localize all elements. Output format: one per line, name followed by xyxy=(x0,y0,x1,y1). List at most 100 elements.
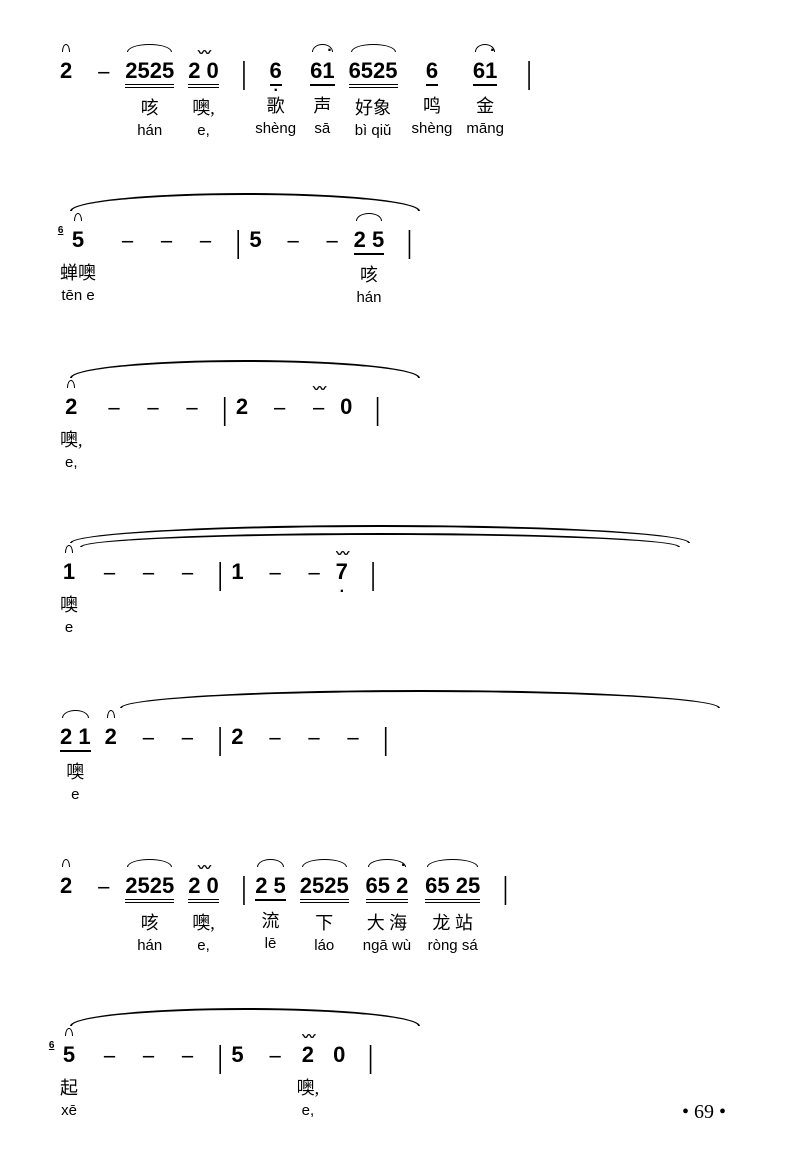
note-group: 2噢,e, xyxy=(60,380,83,471)
note-group: 2 5流lē xyxy=(255,859,286,952)
score-line: 2–2525咳hán2 0〰噢,e,|6·歌shèng61·声sā6525好象b… xyxy=(60,40,736,139)
barline: | xyxy=(209,1028,231,1075)
trill-mark: 〰 xyxy=(336,543,347,562)
lyric-text: 咳 xyxy=(141,909,159,935)
pinyin-text: sā xyxy=(314,120,330,137)
notes: 2525 xyxy=(125,859,174,903)
pinyin-text: e xyxy=(71,786,79,803)
lyric-text: 大 海 xyxy=(367,909,408,935)
barline: | xyxy=(518,44,540,91)
notation-row: 2–2525咳hán2 0〰噢,e,|6·歌shèng61·声sā6525好象b… xyxy=(60,44,736,139)
note-group: 2525 咳 hán xyxy=(125,859,174,954)
page-number: • 69 • xyxy=(682,1101,726,1124)
pinyin-text: e xyxy=(65,619,73,636)
slur-mark xyxy=(65,545,73,553)
rest-dash: – xyxy=(258,545,293,585)
rest-dash: – xyxy=(131,1028,166,1068)
barline: | xyxy=(209,545,231,592)
note-group: 0 xyxy=(333,1028,345,1068)
rest-dash: – xyxy=(262,380,297,420)
lyric-text: 噢, xyxy=(60,426,83,452)
notes: 2 xyxy=(231,710,243,750)
score-line: 56起xē–––|5–2〰噢,e,0| xyxy=(60,1006,736,1119)
note-group: 5 xyxy=(249,213,261,253)
pinyin-text: shèng xyxy=(255,120,296,137)
note-group: 65 25龙 站ròng sá xyxy=(425,859,480,954)
notes: 2 xyxy=(60,859,72,899)
barline: | xyxy=(494,859,516,906)
notes: 2 0〰 xyxy=(188,859,219,903)
pinyin-text: hán xyxy=(137,937,162,954)
notes: 6· xyxy=(270,44,282,86)
note-group: 2 xyxy=(60,44,72,84)
notes: 6525 xyxy=(349,44,398,88)
notes: 5 xyxy=(249,213,261,253)
lyric-text: 噢 xyxy=(60,591,78,617)
note-group: 6 鸣 shèng xyxy=(412,44,453,137)
rest-dash: –〰 xyxy=(301,380,336,420)
rest-dash: – xyxy=(97,380,132,420)
lyric-text: 好象 xyxy=(355,94,391,120)
rest-dash: – xyxy=(110,213,145,253)
lyric-text: 咳 xyxy=(360,261,378,287)
slur-mark xyxy=(74,213,82,221)
note-group: 56起xē xyxy=(60,1028,78,1119)
trill-mark: 〰 xyxy=(198,857,209,876)
rest-dash: – xyxy=(170,710,205,750)
notes: 61· xyxy=(310,44,334,86)
rest-dash: – xyxy=(258,710,293,750)
notes: 2 xyxy=(65,380,77,420)
note-group: 2 xyxy=(60,859,72,899)
rest-dash: – xyxy=(92,1028,127,1068)
pinyin-text: hán xyxy=(356,289,381,306)
notation-row: 2–2525咳hán2 0〰噢,e,|2 5流lē2525下láo65 2·大 … xyxy=(60,859,736,954)
notes: 2 xyxy=(236,380,248,420)
barline: | xyxy=(227,213,249,260)
slur-mark xyxy=(351,44,396,52)
notes: 1 xyxy=(231,545,243,585)
rest-dash: – xyxy=(86,859,121,899)
rest-dash: – xyxy=(297,710,332,750)
note-group: 61·声sā xyxy=(310,44,334,137)
slur-mark xyxy=(127,859,172,867)
lyric-text: 咳 xyxy=(141,94,159,120)
grace-note: 6 xyxy=(58,225,64,236)
tie-slur xyxy=(70,360,420,378)
notes: 6 xyxy=(426,44,438,86)
pinyin-text: e, xyxy=(197,937,210,954)
note-group: 2 5 咳 hán xyxy=(354,213,385,306)
lyric-text: 噢, xyxy=(297,1074,320,1100)
pinyin-text: ròng sá xyxy=(428,937,478,954)
lyric-text: 噢, xyxy=(192,909,215,935)
barline: | xyxy=(375,710,397,757)
note-group: 6525好象bì qiǔ xyxy=(349,44,398,139)
slur-mark xyxy=(65,1028,73,1036)
notation-row: 56起xē–––|5–2〰噢,e,0| xyxy=(60,1028,736,1119)
rest-dash: – xyxy=(170,1028,205,1068)
lyric-text: 起 xyxy=(60,1074,78,1100)
notes: 2〰 xyxy=(302,1028,314,1068)
tie-slur xyxy=(70,193,420,211)
slur-mark xyxy=(67,380,75,388)
pinyin-text: shèng xyxy=(412,120,453,137)
barline: | xyxy=(233,859,255,906)
lyric-text: 鸣 xyxy=(423,92,441,118)
note-group: 1 xyxy=(231,545,243,585)
notes: 2 0〰 xyxy=(188,44,219,88)
pinyin-text: e, xyxy=(197,122,210,139)
slur-mark xyxy=(62,44,70,52)
rest-dash: – xyxy=(170,545,205,585)
score-line: 2–2525咳hán2 0〰噢,e,|2 5流lē2525下láo65 2·大 … xyxy=(60,855,736,954)
lyric-text: 流 xyxy=(262,907,280,933)
barline: | xyxy=(209,710,231,757)
lyric-text: 下 xyxy=(315,909,333,935)
notes: 0 xyxy=(333,1028,345,1068)
slur-mark xyxy=(62,859,70,867)
notes: 2525 xyxy=(125,44,174,88)
note-group: 5 xyxy=(231,1028,243,1068)
notes: 2 5 xyxy=(354,213,385,255)
notation-row: 2噢,e,–––|2––〰0| xyxy=(60,380,736,471)
rest-dash: – xyxy=(188,213,223,253)
notes: 2 xyxy=(105,710,117,750)
grace-note: 6 xyxy=(49,1040,55,1051)
